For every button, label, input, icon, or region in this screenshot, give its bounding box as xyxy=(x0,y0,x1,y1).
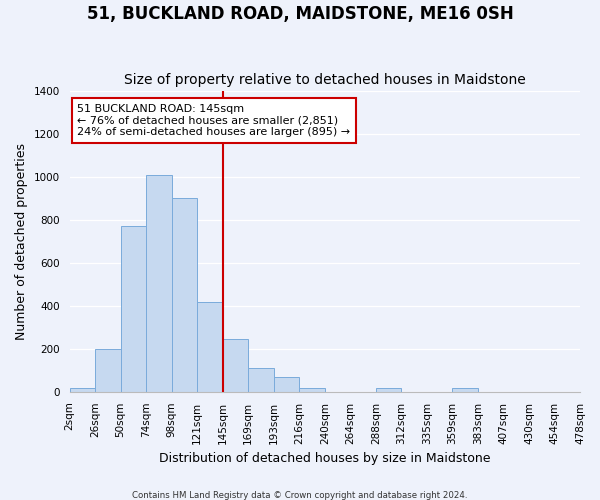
Text: 51 BUCKLAND ROAD: 145sqm
← 76% of detached houses are smaller (2,851)
24% of sem: 51 BUCKLAND ROAD: 145sqm ← 76% of detach… xyxy=(77,104,350,137)
Bar xyxy=(146,175,172,392)
Text: Contains HM Land Registry data © Crown copyright and database right 2024.: Contains HM Land Registry data © Crown c… xyxy=(132,490,468,500)
Bar xyxy=(172,198,197,392)
X-axis label: Distribution of detached houses by size in Maidstone: Distribution of detached houses by size … xyxy=(159,452,491,465)
Bar xyxy=(197,302,223,392)
Bar xyxy=(376,388,401,392)
Bar xyxy=(274,377,299,392)
Bar xyxy=(121,226,146,392)
Bar xyxy=(248,368,274,392)
Bar xyxy=(95,349,121,392)
Bar xyxy=(299,388,325,392)
Bar xyxy=(70,388,95,392)
Bar xyxy=(452,388,478,392)
Bar xyxy=(223,339,248,392)
Text: 51, BUCKLAND ROAD, MAIDSTONE, ME16 0SH: 51, BUCKLAND ROAD, MAIDSTONE, ME16 0SH xyxy=(86,5,514,23)
Title: Size of property relative to detached houses in Maidstone: Size of property relative to detached ho… xyxy=(124,73,526,87)
Y-axis label: Number of detached properties: Number of detached properties xyxy=(15,143,28,340)
